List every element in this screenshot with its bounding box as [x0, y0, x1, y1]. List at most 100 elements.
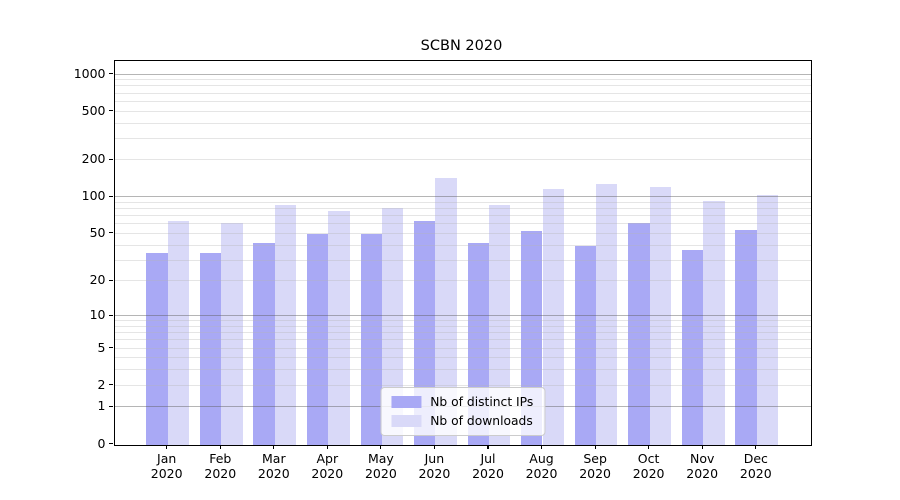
- gridline-minor-50: [114, 232, 811, 234]
- bar-sep-distinct-ips: [574, 245, 597, 445]
- y-tick-mark-20: [109, 279, 113, 281]
- bar-aug-downloads: [542, 189, 564, 445]
- y-tick-mark-200: [109, 158, 113, 160]
- y-tick-label-100: 100: [81, 188, 106, 204]
- gridline-minor-40: [114, 244, 811, 246]
- y-tick-label-20: 20: [89, 272, 106, 288]
- bar-oct-distinct-ips: [628, 222, 650, 445]
- y-tick-mark-2: [109, 384, 113, 386]
- x-tick-label-nov: Nov 2020: [686, 450, 719, 481]
- bar-jan-distinct-ips: [146, 252, 168, 445]
- gridline-minor-9: [114, 320, 811, 322]
- bar-sep-downloads: [596, 183, 618, 445]
- y-tick-mark-10: [109, 314, 113, 316]
- x-tick-label-sep: Sep 2020: [579, 450, 611, 481]
- gridline-minor-400: [114, 122, 811, 124]
- gridline-minor-2: [114, 384, 811, 386]
- gridline-major-1000: [114, 73, 811, 75]
- bar-nov-distinct-ips: [681, 249, 704, 445]
- legend-label-distinct-ips: Nb of distinct IPs: [430, 394, 534, 409]
- x-tick-mark-nov: [701, 444, 703, 449]
- x-tick-label-mar: Mar 2020: [257, 450, 290, 481]
- gridline-minor-5: [114, 347, 811, 349]
- y-tick-label-1000: 1000: [73, 65, 106, 81]
- y-tick-mark-5: [109, 346, 113, 349]
- bar-apr-downloads: [328, 210, 350, 445]
- x-tick-mark-jul: [487, 444, 489, 449]
- gridline-minor-800: [114, 85, 811, 87]
- gridline-minor-900: [114, 79, 811, 81]
- x-tick-label-jan: Jan 2020: [150, 450, 183, 481]
- x-tick-label-feb: Feb 2020: [204, 450, 237, 481]
- y-tick-label-10: 10: [89, 307, 106, 323]
- gridline-minor-70: [114, 215, 811, 217]
- gridline-minor-200: [114, 159, 811, 161]
- legend-swatch-distinct-ips: [391, 395, 422, 408]
- x-tick-mark-jan: [166, 444, 168, 449]
- bar-apr-distinct-ips: [306, 233, 329, 445]
- y-tick-label-5: 5: [97, 339, 106, 355]
- x-tick-mark-oct: [648, 444, 650, 449]
- gridline-minor-20: [114, 280, 811, 282]
- y-tick-mark-1000: [109, 72, 113, 75]
- gridline-minor-6: [114, 339, 811, 341]
- gridline-major-100: [114, 196, 811, 198]
- x-tick-label-apr: Apr 2020: [311, 450, 344, 481]
- legend: Nb of distinct IPs Nb of downloads: [380, 386, 546, 436]
- y-tick-mark-1: [109, 405, 113, 407]
- bar-jul-downloads: [489, 205, 511, 445]
- x-tick-mark-mar: [273, 444, 275, 449]
- x-tick-label-jun: Jun 2020: [418, 450, 451, 481]
- y-tick-label-2: 2: [97, 376, 106, 392]
- gridline-minor-30: [114, 259, 811, 261]
- y-tick-mark-100: [109, 195, 113, 197]
- y-tick-mark-50: [109, 232, 113, 234]
- plot-area: Nb of distinct IPs Nb of downloads: [113, 60, 812, 446]
- x-tick-mark-aug: [540, 444, 543, 449]
- x-tick-mark-apr: [326, 444, 328, 449]
- bar-nov-downloads: [703, 201, 725, 445]
- y-tick-mark-500: [109, 109, 113, 112]
- gridline-minor-600: [114, 100, 811, 102]
- x-tick-mark-sep: [594, 444, 596, 449]
- y-tick-mark-0: [109, 442, 113, 445]
- gridline-minor-4: [114, 357, 811, 359]
- bar-may-distinct-ips: [360, 233, 382, 445]
- x-tick-mark-may: [380, 444, 382, 449]
- gridline-minor-8: [114, 325, 811, 327]
- y-tick-label-50: 50: [89, 224, 106, 240]
- x-tick-label-aug: Aug 2020: [525, 450, 558, 481]
- legend-item-distinct-ips: Nb of distinct IPs: [391, 395, 533, 409]
- y-tick-label-500: 500: [81, 102, 106, 118]
- bar-dec-distinct-ips: [735, 229, 757, 445]
- bar-may-downloads: [381, 207, 404, 445]
- gridline-minor-7: [114, 332, 811, 334]
- x-tick-mark-jun: [433, 444, 435, 449]
- bar-oct-downloads: [649, 186, 671, 445]
- gridline-minor-500: [114, 110, 811, 112]
- y-tick-label-1: 1: [97, 398, 106, 414]
- y-tick-label-0: 0: [97, 435, 106, 451]
- x-tick-label-oct: Oct 2020: [632, 450, 665, 481]
- gridline-minor-90: [114, 201, 811, 203]
- bar-mar-distinct-ips: [253, 243, 275, 445]
- bar-feb-distinct-ips: [199, 252, 222, 445]
- legend-item-downloads: Nb of downloads: [391, 414, 533, 428]
- x-tick-label-dec: Dec 2020: [739, 450, 772, 481]
- gridline-minor-60: [114, 223, 811, 225]
- gridline-major-10: [114, 315, 811, 317]
- bar-jun-downloads: [435, 178, 457, 445]
- gridline-minor-80: [114, 208, 811, 210]
- gridline-minor-300: [114, 137, 811, 139]
- x-tick-label-may: May 2020: [364, 450, 397, 481]
- gridline-minor-700: [114, 92, 811, 94]
- chart-title: SCBN 2020: [420, 38, 503, 54]
- bar-dec-downloads: [756, 195, 779, 445]
- bar-jan-downloads: [167, 220, 190, 445]
- bar-mar-downloads: [274, 205, 297, 445]
- bar-feb-downloads: [221, 223, 243, 445]
- legend-swatch-downloads: [391, 414, 422, 427]
- gridline-minor-3: [114, 369, 811, 371]
- x-tick-mark-dec: [755, 444, 757, 449]
